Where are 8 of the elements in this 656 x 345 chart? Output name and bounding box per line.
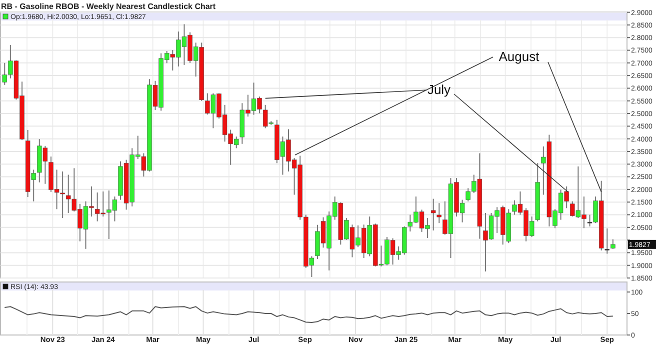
annotation: August xyxy=(498,49,540,64)
annotation: July xyxy=(427,82,452,97)
candlestick xyxy=(436,202,442,224)
line-series xyxy=(4,306,614,324)
candlestick xyxy=(604,228,610,254)
candlestick xyxy=(430,198,436,231)
chart-title: RB - Gasoline RBOB - Weekly Nearest Candlestick Chart xyxy=(1,2,216,11)
candlestick xyxy=(610,238,616,250)
